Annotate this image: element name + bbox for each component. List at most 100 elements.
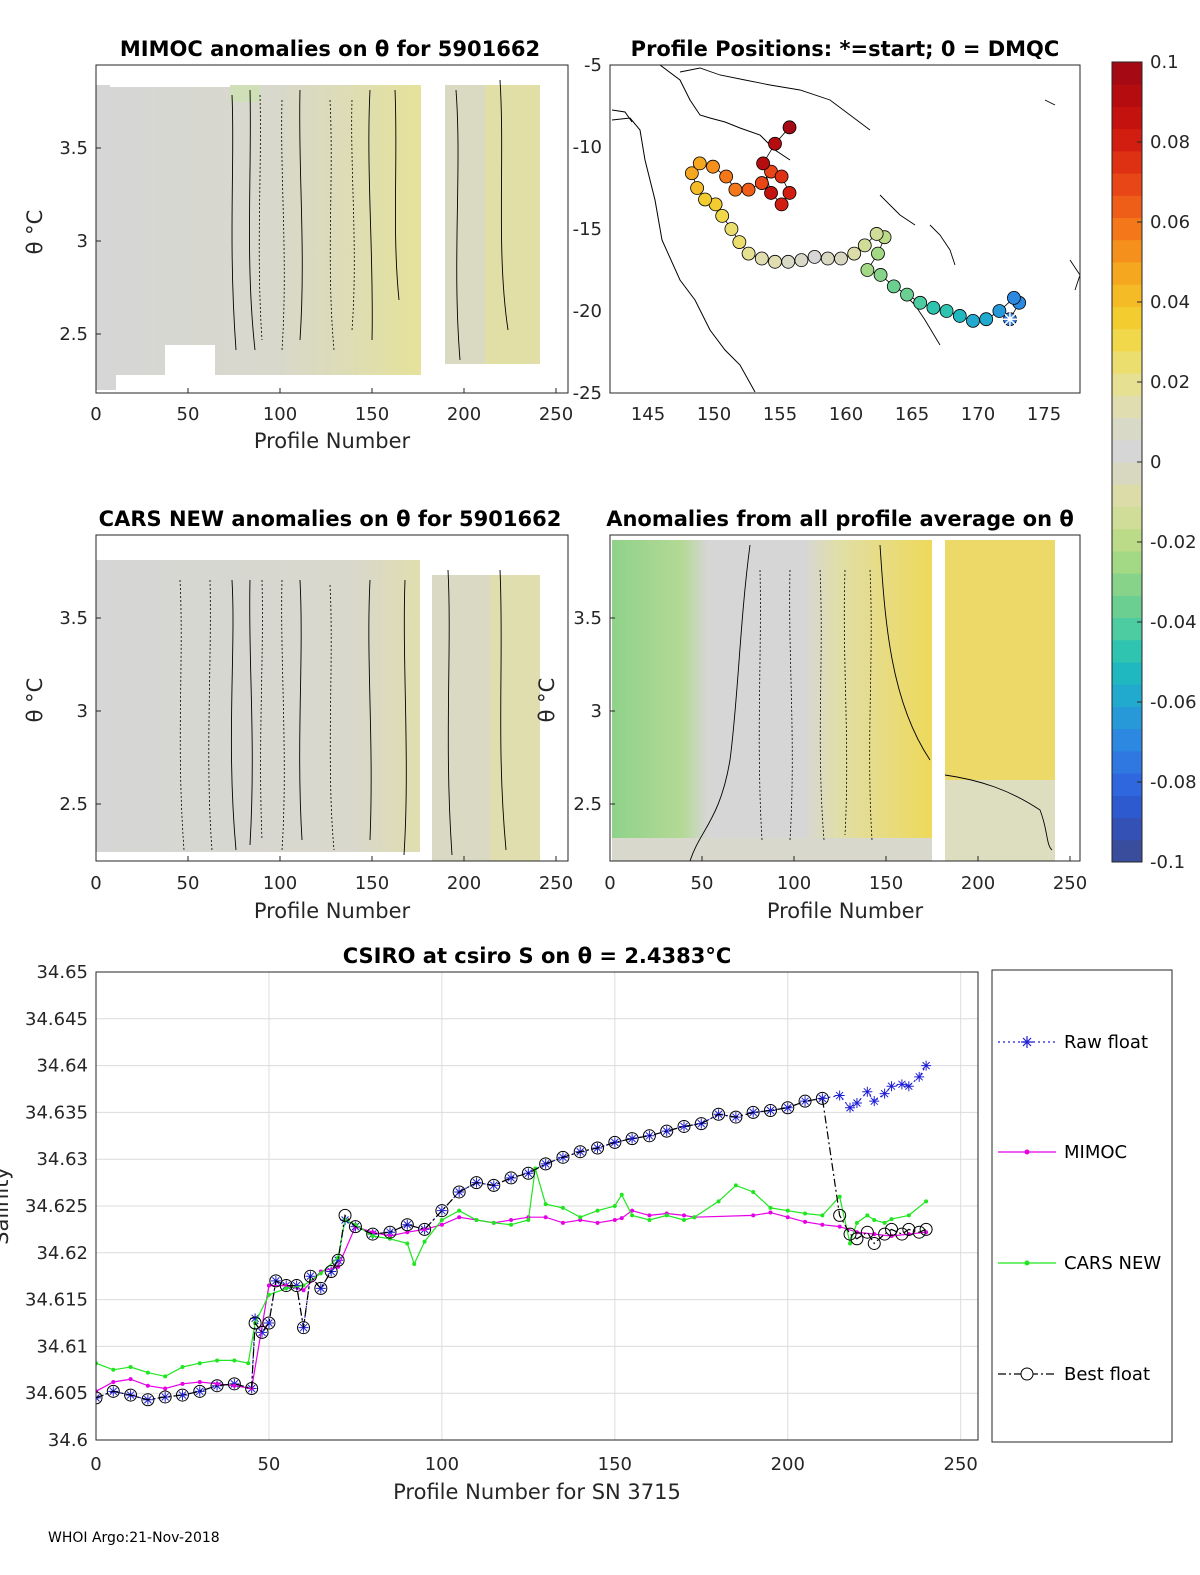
- series-point: [128, 1364, 133, 1369]
- avg-xtick-label: 250: [1053, 873, 1087, 894]
- series-point: [333, 1255, 344, 1266]
- mimoc-xtick-label: 0: [90, 404, 101, 425]
- chart-ytick-label: 34.63: [36, 1149, 88, 1170]
- colorbar-cells: [1112, 62, 1142, 863]
- mimoc-xtick-label: 100: [263, 404, 297, 425]
- series-point: [324, 1265, 338, 1279]
- colorbar-cell: [1112, 328, 1142, 352]
- colorbar-cell: [1112, 306, 1142, 330]
- map-xtick-label: 150: [697, 404, 731, 425]
- colorbar-cell: [1112, 595, 1142, 619]
- map-ytick-label: -10: [573, 137, 602, 158]
- series-point: [487, 1178, 501, 1192]
- chart-axes-frame: [95, 971, 979, 1441]
- series-point: [194, 1386, 205, 1397]
- map-profile-marker: [886, 279, 901, 294]
- chart-xtick-label: 100: [425, 1454, 459, 1475]
- chart-title: CSIRO at csiro S on θ = 2.4383°C: [343, 944, 732, 968]
- series-point: [800, 1096, 811, 1107]
- series-point: [526, 1218, 531, 1223]
- map-profile-marker: [768, 254, 782, 269]
- colorbar-cell: [1112, 639, 1142, 663]
- cars-ytick-label: 3.5: [59, 608, 88, 629]
- series-point: [647, 1218, 652, 1223]
- series-point: [896, 1079, 907, 1090]
- series-point: [474, 1218, 479, 1223]
- map-xtick-label: 155: [763, 404, 797, 425]
- map-profile-marker: [992, 304, 1007, 318]
- series-point: [521, 1166, 535, 1180]
- map-profile-marker: [690, 181, 705, 195]
- series-point: [315, 1283, 326, 1294]
- map-profile-marker: [754, 251, 769, 266]
- series-point: [817, 1093, 828, 1104]
- mimoc-ytick-label: 3.5: [59, 138, 88, 159]
- series-point: [768, 1210, 773, 1215]
- series-point: [215, 1381, 220, 1386]
- series-point: [291, 1280, 302, 1291]
- map-coastlines: [611, 65, 1080, 393]
- legend-label: Raw float: [1064, 1032, 1148, 1053]
- series-point: [263, 1318, 274, 1328]
- series-point: [763, 1104, 777, 1118]
- cars-heatmap: [96, 535, 568, 861]
- series-point: [436, 1205, 447, 1216]
- series-point: [556, 1150, 570, 1164]
- colorbar-cell: [1112, 128, 1142, 152]
- series-point: [111, 1367, 116, 1372]
- map-profile-marker: [1007, 290, 1021, 305]
- mimoc-ytick-label: 2.5: [59, 324, 88, 345]
- map-start-marker: [1002, 312, 1017, 327]
- series-point: [180, 1381, 185, 1386]
- avg-xtick-label: 0: [604, 873, 615, 894]
- map-profile-marker: [781, 254, 796, 269]
- map-profile-marker: [764, 186, 778, 200]
- series-point: [625, 1132, 639, 1146]
- legend-box: [991, 969, 1173, 1443]
- series-point: [895, 1227, 909, 1241]
- avg-heatmap: [612, 540, 1055, 861]
- chart-ytick-label: 34.62: [36, 1243, 88, 1264]
- colorbar-cell: [1112, 217, 1142, 241]
- series-point: [245, 1382, 259, 1396]
- map-profile-marker: [820, 251, 835, 266]
- series-point: [692, 1215, 697, 1220]
- map-profile-marker: [926, 300, 941, 315]
- series-point: [660, 1124, 674, 1138]
- series-best-float: [96, 1091, 933, 1407]
- colorbar-cell: [1112, 728, 1142, 752]
- series-point: [882, 1220, 887, 1225]
- series-point: [867, 1236, 881, 1250]
- chart-ytick-label: 34.61: [36, 1336, 88, 1357]
- colorbar-cell: [1112, 262, 1142, 285]
- chart-ytick-label: 34.625: [25, 1196, 88, 1217]
- series-point: [543, 1215, 548, 1220]
- map-xtick-label: 145: [631, 404, 665, 425]
- series-point: [820, 1213, 825, 1218]
- chart-ytick-label: 34.64: [36, 1056, 88, 1077]
- colorbar-cell: [1112, 395, 1142, 419]
- series-point: [297, 1321, 311, 1335]
- cars-xtick-label: 0: [90, 873, 101, 894]
- avg-xtick-label: 150: [869, 873, 903, 894]
- series-point: [158, 1390, 172, 1404]
- series-point: [642, 1129, 656, 1143]
- series-point: [318, 1271, 323, 1276]
- avg-title: Anomalies from all profile average on θ: [606, 507, 1074, 531]
- map-profile-marker: [774, 197, 789, 212]
- series-point: [279, 1279, 293, 1293]
- legend-item: Raw float: [998, 1032, 1148, 1053]
- colorbar-cell: [1112, 773, 1142, 796]
- avg-axis-ticks: [610, 617, 1071, 861]
- colorbar-cell: [1112, 106, 1142, 130]
- map-profile-marker: [724, 222, 739, 236]
- avg-ytick-label: 3.5: [573, 608, 602, 629]
- map-profile-marker: [952, 309, 967, 323]
- map-ytick-label: -15: [573, 219, 602, 240]
- colorbar-cell: [1112, 150, 1142, 174]
- series-point: [141, 1393, 155, 1407]
- series-point: [215, 1358, 220, 1363]
- series-point: [509, 1222, 514, 1227]
- colorbar-tick-label: 0: [1150, 452, 1161, 473]
- legend-marker: [1024, 1260, 1030, 1266]
